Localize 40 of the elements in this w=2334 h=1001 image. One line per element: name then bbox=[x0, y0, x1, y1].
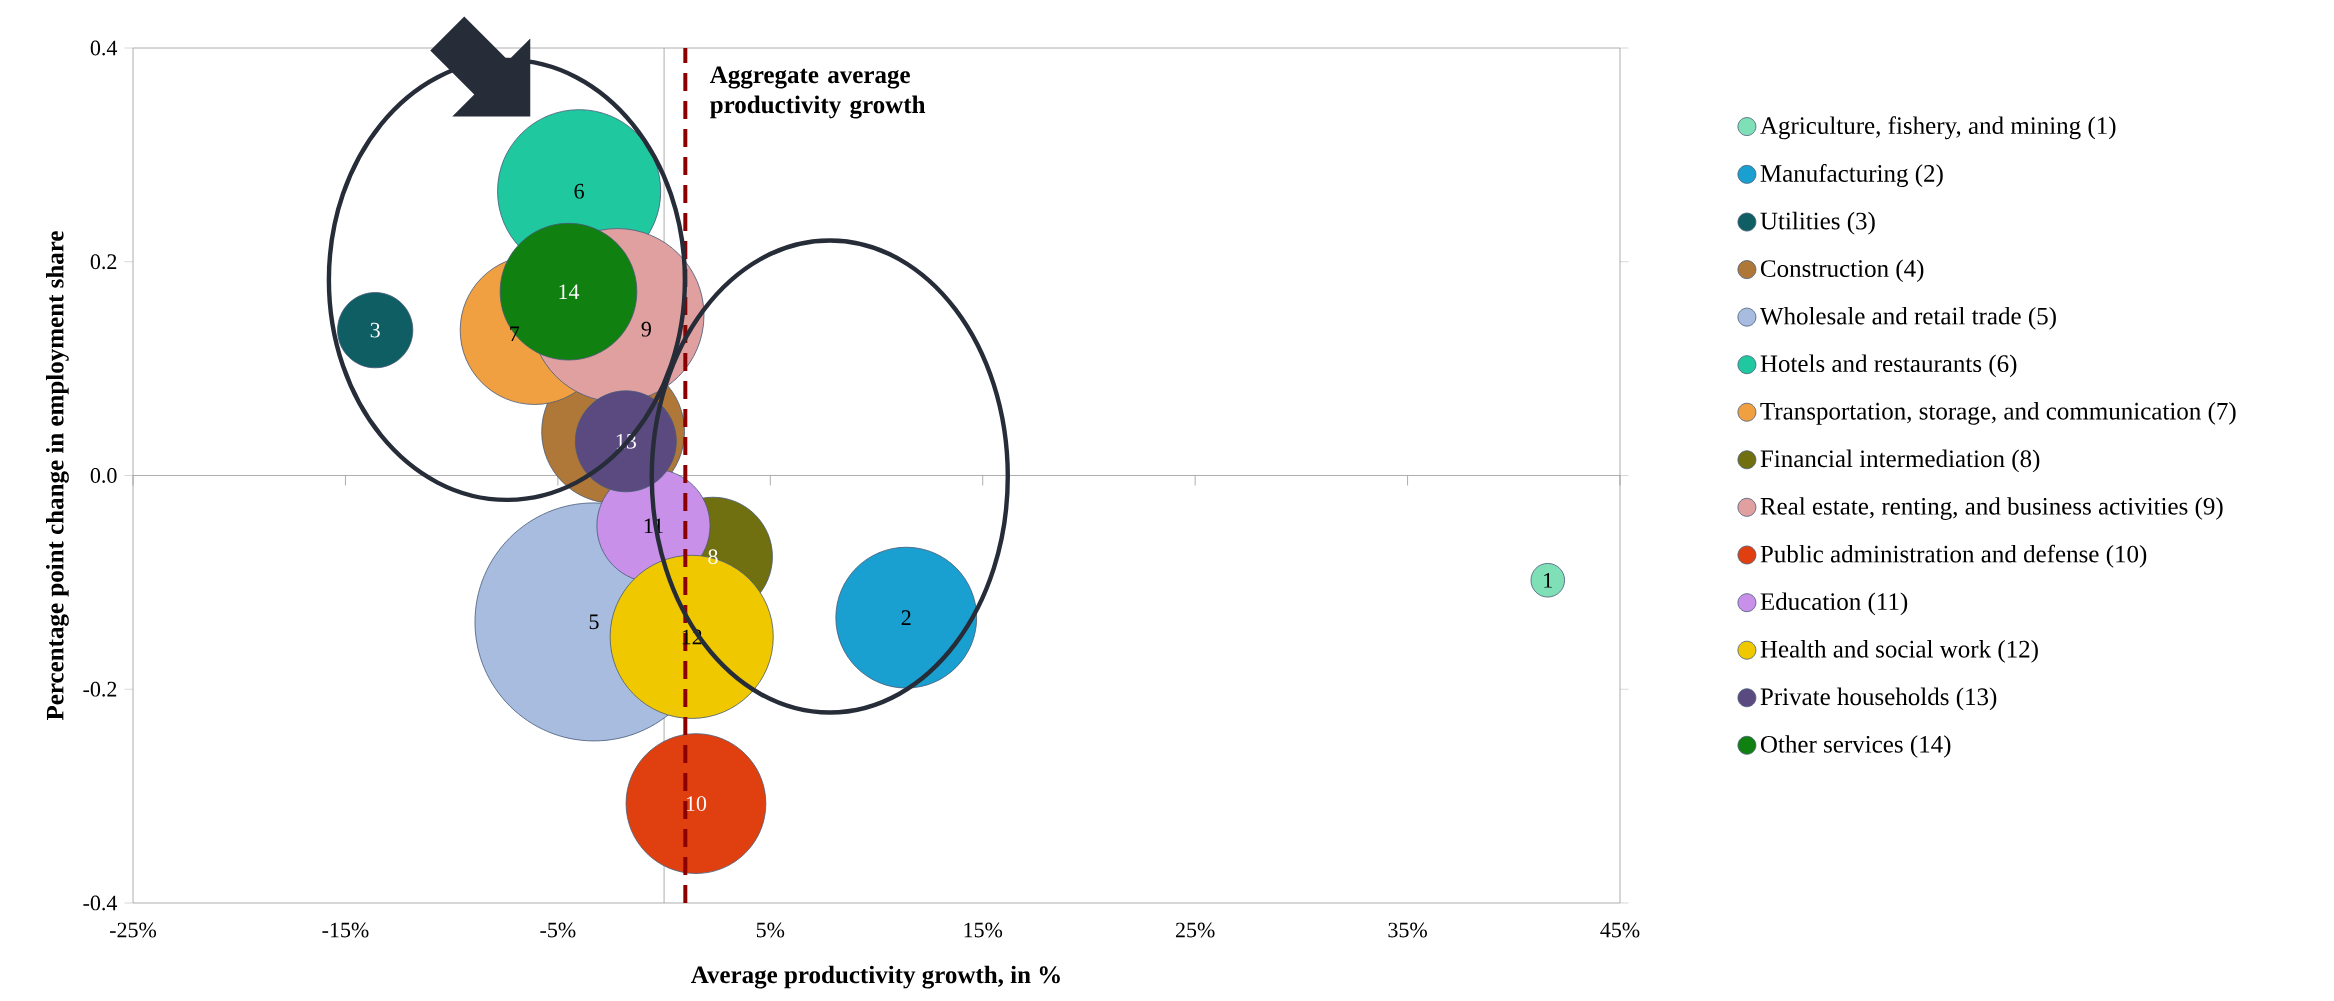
legend-label: Agriculture, fishery, and mining (1) bbox=[1760, 116, 2116, 140]
legend-label: Transportation, storage, and communication (7) bbox=[1760, 402, 2236, 425]
annotation: 1 bbox=[1544, 572, 1552, 588]
annotation: 3 bbox=[370, 322, 380, 338]
y-tick-label: 0.2 bbox=[90, 254, 117, 270]
legend-label: Hotels and restaurants (6) bbox=[1760, 354, 2017, 378]
x-tick-label: -5% bbox=[540, 922, 576, 938]
x-tick-label: 25% bbox=[1175, 922, 1215, 938]
annotation: 10 bbox=[686, 796, 707, 812]
y-tick-label: 0.4 bbox=[90, 40, 118, 56]
x-tick-label: 5% bbox=[756, 922, 785, 938]
legend-label: Public administration and defense (10) bbox=[1760, 544, 2147, 568]
annotation: 7 bbox=[510, 326, 520, 341]
y-tick-label: -0.2 bbox=[83, 681, 117, 697]
legend-label: Wholesale and retail trade (5) bbox=[1759, 306, 2056, 330]
x-axis-title: Average productivity growth, in % bbox=[691, 965, 1060, 989]
legend-label: Private households (13) bbox=[1760, 687, 1997, 711]
legend-label: Manufacturing (2) bbox=[1760, 164, 1943, 188]
annotation: 14 bbox=[559, 284, 580, 299]
y-tick-label: 0.0 bbox=[90, 468, 117, 483]
annotation: 6 bbox=[574, 183, 584, 199]
x-tick-label: -25% bbox=[110, 922, 157, 938]
x-tick-label: -15% bbox=[322, 922, 369, 938]
annotation: 8 bbox=[708, 549, 718, 565]
annotation: 5 bbox=[589, 614, 599, 630]
legend-label: Utilities (3) bbox=[1760, 211, 1875, 235]
y-tick-label: -0.4 bbox=[83, 895, 118, 911]
annotation: 2 bbox=[901, 610, 911, 625]
x-tick-label: 15% bbox=[964, 922, 1003, 938]
legend-label: Other services (14) bbox=[1760, 735, 1951, 758]
legend-label: Real estate, renting, and business activities (9) bbox=[1760, 497, 2223, 520]
y-axis-title: Percentage point change in employment share bbox=[45, 231, 69, 721]
legend-label: Health and social work (12) bbox=[1760, 640, 2038, 663]
annotation: 9 bbox=[641, 321, 651, 337]
x-tick-label: 45% bbox=[1600, 922, 1640, 938]
ref-line-label: Aggregate average productivity growth bbox=[709, 66, 926, 119]
legend-label: Education (11) bbox=[1760, 592, 1908, 616]
legend-label: Financial intermediation (8) bbox=[1760, 449, 2040, 473]
x-tick-label: 35% bbox=[1388, 922, 1427, 938]
legend-label: Construction (4) bbox=[1760, 259, 1924, 283]
